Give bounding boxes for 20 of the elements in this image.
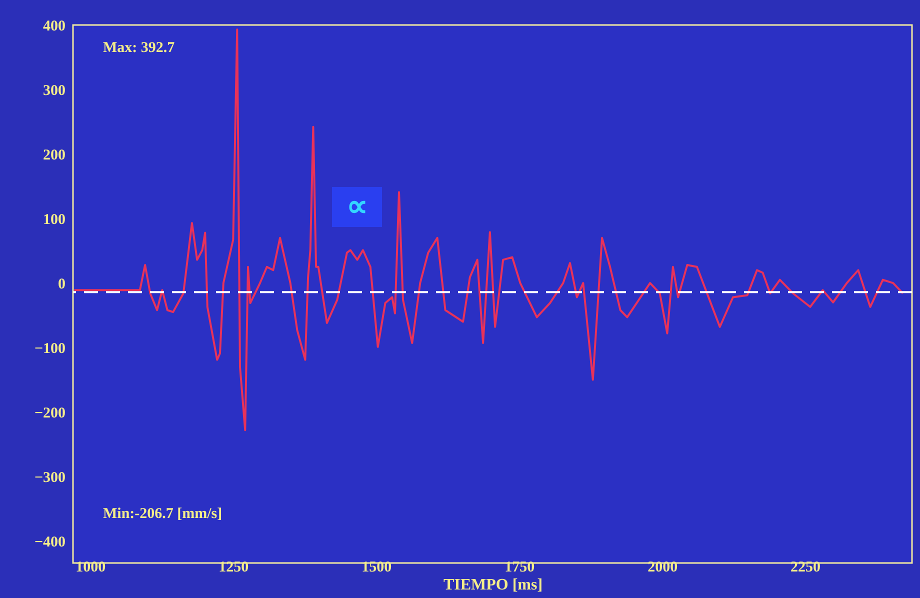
annotation: Max: 392.7 bbox=[103, 40, 176, 56]
y-tick-label: −300 bbox=[34, 470, 66, 486]
y-tick-label: 200 bbox=[43, 148, 66, 164]
y-tick-label: −400 bbox=[34, 534, 66, 551]
y-tick-label: −100 bbox=[34, 341, 66, 358]
y-tick-label: 300 bbox=[43, 83, 66, 100]
x-tick-label: 2000 bbox=[648, 560, 678, 576]
annotation: Min:-206.7 [mm/s] bbox=[103, 506, 222, 522]
y-tick-label: 400 bbox=[43, 18, 66, 34]
y-tick-label: 100 bbox=[43, 212, 66, 228]
x-tick-label: 2250 bbox=[790, 560, 821, 576]
annotation: ∝ bbox=[346, 190, 368, 223]
x-tick-label: 1250 bbox=[218, 560, 249, 576]
y-tick-label: −200 bbox=[34, 406, 66, 422]
y-tick-label: 0 bbox=[58, 276, 66, 293]
x-tick-label: 1500 bbox=[362, 560, 392, 576]
x-tick-label: 1000 bbox=[76, 560, 106, 576]
line-series bbox=[73, 28, 904, 432]
x-tick-label: 1750 bbox=[504, 560, 535, 576]
x-axis-title: TIEMPO [ms] bbox=[443, 576, 543, 594]
